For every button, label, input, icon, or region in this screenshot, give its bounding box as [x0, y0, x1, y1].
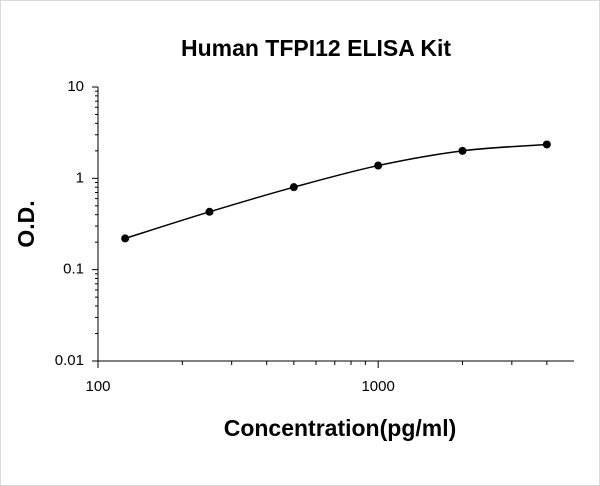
y-tick-label: 1: [76, 169, 84, 186]
chart-title: Human TFPI12 ELISA Kit: [181, 35, 451, 61]
series-line: [124, 143, 547, 240]
y-tick-label: 10: [67, 78, 84, 95]
data-point: [542, 140, 551, 149]
data-point: [374, 161, 383, 170]
y-tick-label: 0.1: [63, 261, 84, 278]
x-axis-label: Concentration(pg/ml): [224, 415, 457, 441]
x-tick-label: 100: [85, 378, 110, 395]
data-point: [458, 146, 467, 155]
data-point: [121, 234, 130, 243]
data-point: [205, 207, 214, 216]
data-point: [289, 183, 298, 192]
x-tick-label: 1000: [361, 378, 394, 395]
y-tick-label: 0.01: [55, 352, 84, 369]
y-axis-label: O.D.: [13, 200, 39, 247]
